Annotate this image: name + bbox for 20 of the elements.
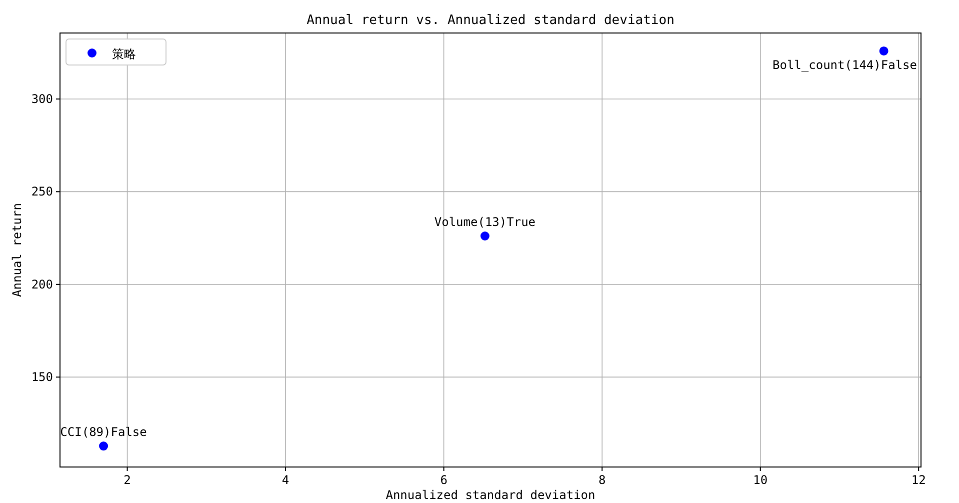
x-tick-label: 4 [282,473,290,487]
x-tick-label: 10 [753,473,768,487]
x-tick-label: 6 [440,473,448,487]
x-tick-label: 2 [124,473,131,487]
x-axis-title: Annualized standard deviation [386,488,596,502]
point [480,232,490,241]
y-tick-label: 250 [31,184,53,199]
x-tick-label: 12 [911,473,926,487]
annotation: Boll_count(144)False [772,58,917,72]
y-axis-title: Annual return [10,203,24,297]
point [879,46,888,56]
annotation: CCI(89)False [60,425,147,440]
y-tick-label: 150 [31,370,53,384]
chart-title: Annual return vs. Annualized standard deviation [306,13,674,28]
point [99,442,108,451]
y-tick-label: 200 [31,277,53,292]
annotation: Volume(13)True [434,215,536,230]
legend-label: 策略 [112,47,136,61]
y-tick-label: 300 [31,92,53,106]
x-tick-label: 8 [598,473,606,487]
